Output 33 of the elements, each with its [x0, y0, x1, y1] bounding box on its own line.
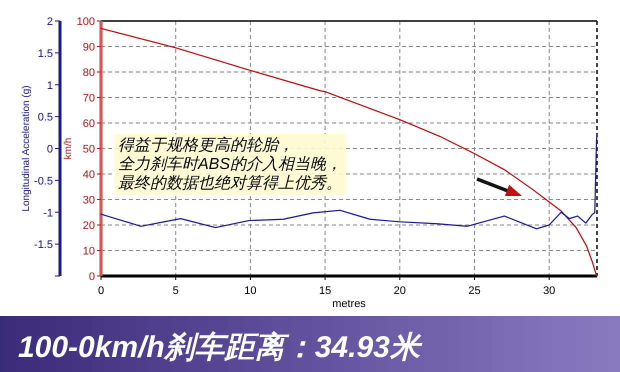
y2-tick-label: 1: [46, 80, 53, 92]
y2-tick-label: 1.5: [38, 48, 53, 60]
x-axis-title: metres: [332, 298, 366, 310]
annotation: 得益于规格更高的轮胎，全力刹车时ABS的介入相当晚，最终的数据也绝对算得上优秀。: [118, 136, 342, 192]
x-tick-label: 0: [98, 285, 104, 297]
y2-tick-label: -0.5: [34, 175, 53, 188]
x-tick-label: 15: [318, 285, 332, 297]
y-tick-label: 60: [82, 118, 95, 130]
y-tick-label: 20: [82, 220, 95, 232]
y-tick-label: 50: [82, 144, 95, 156]
y2-tick-label: 2: [46, 16, 53, 28]
y2-tick-label: 0.5: [38, 112, 53, 124]
line-series: [100, 28, 598, 277]
x-tick-label: 25: [468, 285, 481, 297]
y2-axis-title: Longitudinal Acceleration (g): [21, 85, 32, 212]
y-tick-label: 40: [82, 169, 95, 181]
y-tick-label: 100: [76, 16, 95, 28]
x-tick-label: 30: [543, 285, 556, 297]
x-tick-label: 20: [394, 285, 406, 297]
x-tick-label: 5: [172, 285, 179, 297]
y-tick-label: 10: [82, 246, 95, 258]
y2-tick-label: 0: [46, 144, 53, 156]
y-tick-label: 0: [88, 271, 95, 283]
y-axis-title: km/h: [63, 138, 74, 160]
y-tick-label: 30: [82, 194, 95, 206]
y-tick-label: 70: [82, 92, 95, 104]
text: 100-0km/h刹车距离：34.93米: [18, 330, 423, 364]
line-series: [100, 134, 598, 230]
y-tick-label: 80: [82, 67, 95, 79]
x-tick-label: 10: [244, 285, 257, 297]
y2-tick-label: -1.5: [34, 239, 53, 252]
y2-tick-label: -1: [43, 207, 53, 220]
y-tick-label: 90: [82, 42, 95, 54]
